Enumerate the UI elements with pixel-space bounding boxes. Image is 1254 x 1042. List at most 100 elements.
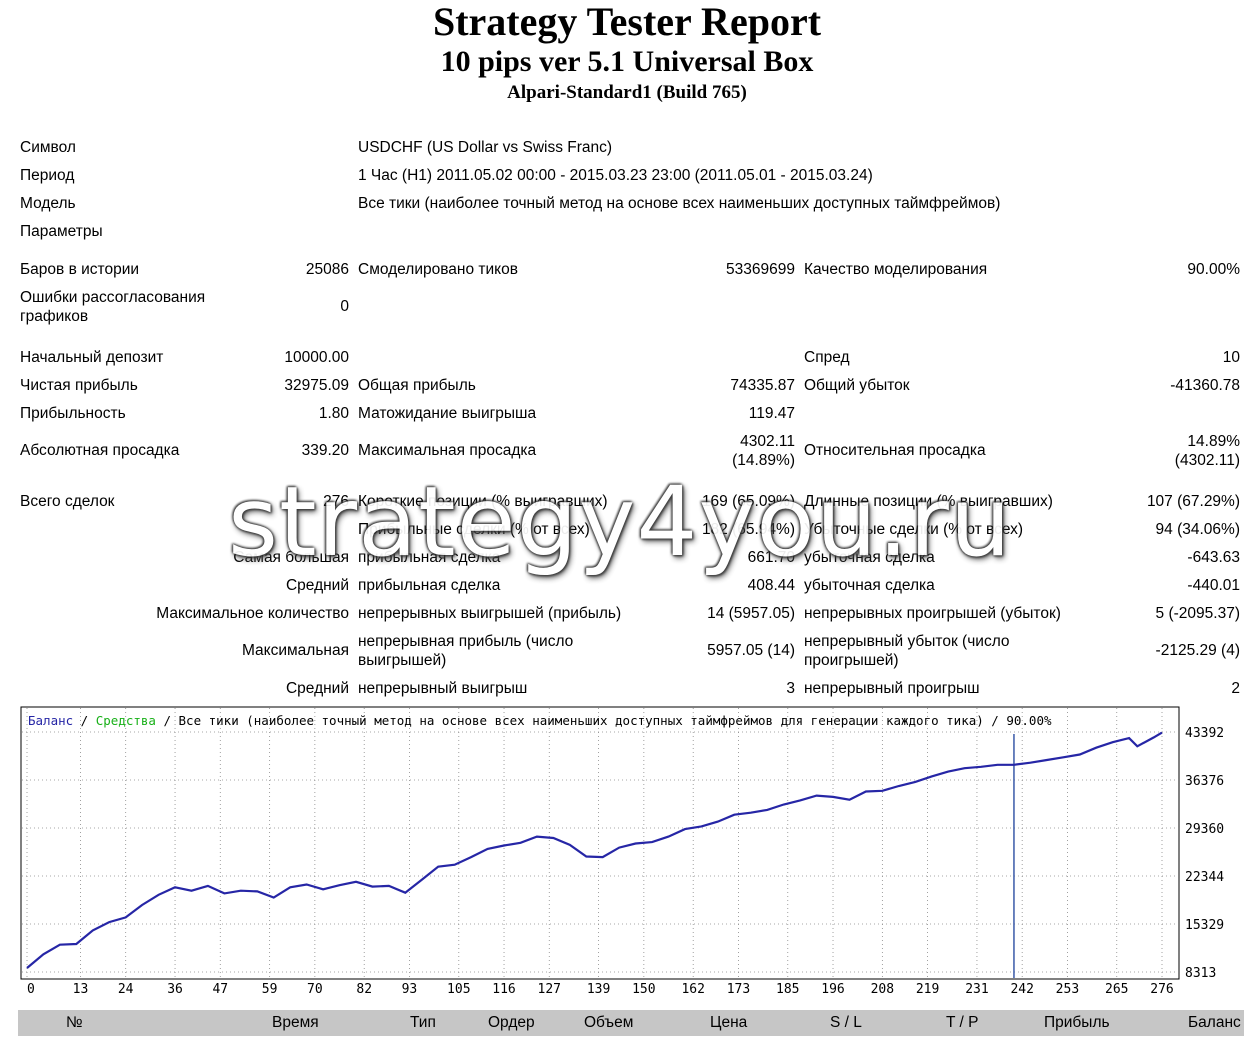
abs-drawdown-value: 339.20 — [301, 442, 349, 459]
x-tick-label: 24 — [118, 982, 134, 997]
largest-loss-value: -643.63 — [1187, 549, 1240, 566]
col-sl: S / L — [830, 1014, 862, 1031]
y-tick-label: 8313 — [1185, 966, 1216, 981]
balance-chart: Баланс / Средства / Все тики (наиболее т… — [20, 706, 1224, 997]
x-tick-label: 93 — [402, 982, 418, 997]
x-tick-label: 36 — [167, 982, 183, 997]
x-tick-label: 139 — [587, 982, 610, 997]
model-label: Модель — [20, 195, 76, 212]
x-tick-label: 127 — [538, 982, 561, 997]
avg-loss-label: убыточная сделка — [804, 577, 935, 594]
cons-losses-value: 5 (-2095.37) — [1155, 605, 1240, 622]
y-tick-label: 15329 — [1185, 918, 1224, 933]
x-tick-label: 13 — [73, 982, 89, 997]
short-positions-value: 169 (65.09%) — [701, 493, 795, 510]
col-order: Ордер — [488, 1014, 535, 1031]
col-profit: Прибыль — [1044, 1014, 1110, 1031]
expected-payoff-label: Матожидание выигрыша — [358, 405, 537, 422]
x-tick-label: 59 — [262, 982, 278, 997]
max-count-label: Максимальное количество — [156, 605, 349, 622]
spread-label: Спред — [804, 349, 850, 366]
server-name: Alpari-Standard1 (Build 765) — [507, 82, 747, 103]
y-tick-label: 36376 — [1185, 774, 1224, 789]
x-tick-label: 105 — [447, 982, 470, 997]
total-trades-label: Всего сделок — [20, 493, 115, 510]
profit-trades-value: 182 (65.94%) — [701, 521, 795, 538]
col-tp: T / P — [946, 1014, 979, 1031]
trades-table-header: № Время Тип Ордер Объем Цена S / L T / P… — [18, 1010, 1244, 1036]
profit-trades-label: Прибыльные сделки (% от всех) — [358, 521, 590, 538]
avg-cons-win-value: 3 — [786, 680, 795, 697]
col-balance: Баланс — [1188, 1014, 1241, 1031]
ticks-label: Смоделировано тиков — [358, 261, 518, 278]
x-tick-label: 173 — [727, 982, 750, 997]
x-tick-label: 162 — [681, 982, 704, 997]
mismatch-value: 0 — [340, 298, 349, 315]
loss-trades-label: Убыточные сделки (% от всех) — [804, 521, 1024, 538]
avg-cons-label: Средний — [285, 680, 349, 697]
chart-frame — [20, 706, 1180, 980]
avg-cons-loss-label: непрерывный проигрыш — [804, 680, 980, 697]
short-positions-label: Короткие позиции (% выигравших) — [358, 493, 608, 510]
col-no: № — [66, 1014, 83, 1031]
net-profit-value: 32975.09 — [284, 377, 349, 394]
bars-label: Баров в истории — [20, 261, 140, 278]
y-tick-label: 29360 — [1185, 822, 1224, 837]
long-positions-label: Длинные позиции (% выигравших) — [804, 493, 1053, 510]
x-tick-label: 208 — [871, 982, 894, 997]
mismatch-label-2: графиков — [20, 308, 89, 325]
col-time: Время — [272, 1014, 319, 1031]
x-tick-label: 116 — [492, 982, 515, 997]
ticks-value: 53369699 — [726, 261, 795, 278]
gross-profit-value: 74335.87 — [730, 377, 795, 394]
symbol-label: Символ — [20, 139, 76, 156]
x-tick-label: 219 — [916, 982, 939, 997]
abs-drawdown-label: Абсолютная просадка — [20, 442, 180, 459]
largest-profit-value: 661.70 — [747, 549, 795, 566]
long-positions-value: 107 (67.29%) — [1146, 493, 1240, 510]
cons-loss-label-1: непрерывный убыток (число — [804, 633, 1010, 650]
deposit-label: Начальный депозит — [20, 349, 164, 366]
legend-sep: / — [73, 713, 96, 728]
expert-name: 10 pips ver 5.1 Universal Box — [440, 45, 814, 78]
cons-profit-label-1: непрерывная прибыль (число — [358, 633, 574, 650]
deposit-value: 10000.00 — [284, 349, 349, 366]
avg-profit-value: 408.44 — [747, 577, 795, 594]
x-tick-label: 70 — [307, 982, 323, 997]
net-profit-label: Чистая прибыль — [20, 377, 138, 394]
col-type: Тип — [410, 1014, 436, 1031]
balance-line — [26, 731, 1163, 969]
symbol-value: USDCHF (US Dollar vs Swiss Franc) — [358, 139, 613, 156]
x-tick-label: 0 — [27, 982, 35, 997]
max-drawdown-label: Максимальная просадка — [358, 442, 537, 459]
legend-rest: / Все тики (наиболее точный метод на осн… — [156, 713, 1052, 728]
cons-losses-label: непрерывных проигрышей (убыток) — [804, 605, 1061, 622]
quality-value: 90.00% — [1187, 261, 1240, 278]
x-tick-label: 82 — [356, 982, 372, 997]
avg-cons-loss-value: 2 — [1231, 680, 1240, 697]
cons-loss-value: -2125.29 (4) — [1155, 642, 1240, 659]
cons-loss-label-2: проигрышей) — [804, 652, 899, 669]
mismatch-label-1: Ошибки рассогласования — [20, 289, 206, 306]
gross-loss-value: -41360.78 — [1170, 377, 1240, 394]
quality-label: Качество моделирования — [804, 261, 988, 278]
avg-loss-value: -440.01 — [1187, 577, 1240, 594]
x-tick-label: 253 — [1056, 982, 1079, 997]
chart-legend: Баланс / Средства / Все тики (наиболее т… — [28, 713, 1052, 728]
y-tick-label: 43392 — [1185, 726, 1224, 741]
x-tick-label: 185 — [776, 982, 799, 997]
x-tick-label: 231 — [965, 982, 988, 997]
largest-profit-label: прибыльная сделка — [358, 549, 501, 566]
report-title: Strategy Tester Report — [432, 0, 822, 44]
largest-loss-label: убыточная сделка — [804, 549, 935, 566]
col-price: Цена — [710, 1014, 748, 1031]
largest-label: Самая большая — [233, 549, 349, 566]
params-label: Параметры — [20, 223, 103, 240]
y-tick-label: 22344 — [1185, 870, 1224, 885]
rel-drawdown-value: (4302.11) — [1174, 452, 1240, 469]
loss-trades-value: 94 (34.06%) — [1155, 521, 1240, 538]
average-label: Средний — [285, 577, 349, 594]
profit-factor-label: Прибыльность — [20, 405, 126, 422]
x-tick-label: 196 — [821, 982, 844, 997]
max-drawdown-value: 4302.11 — [740, 433, 795, 450]
